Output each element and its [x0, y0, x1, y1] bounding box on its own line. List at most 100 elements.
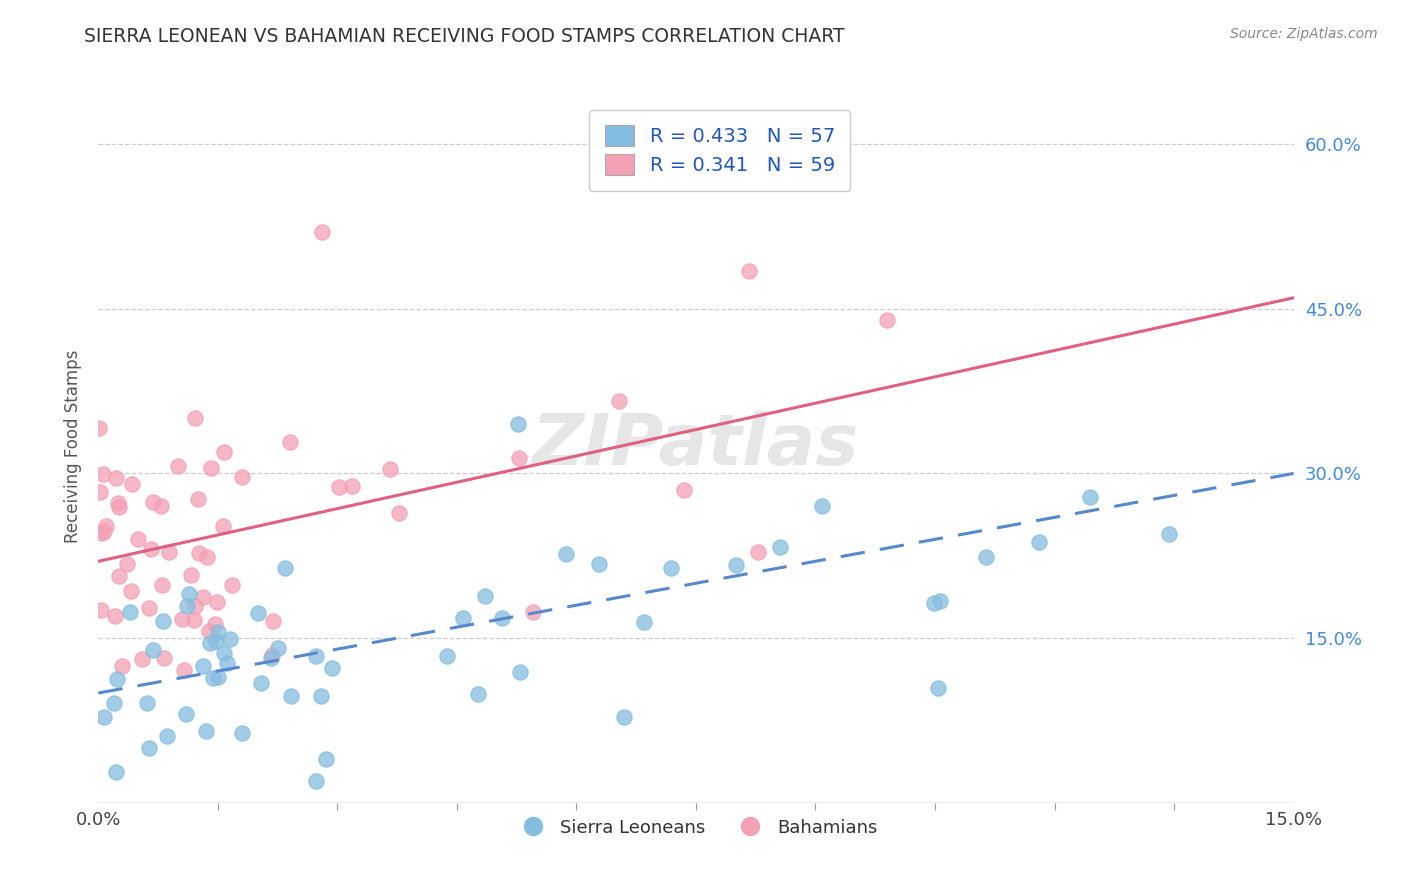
- Point: [260, 648, 283, 663]
- Point: [207, 624, 229, 639]
- Point: [204, 633, 226, 648]
- Point: [278, 434, 301, 449]
- Point: [131, 651, 153, 665]
- Point: [247, 606, 270, 620]
- Point: [769, 540, 792, 554]
- Point: [205, 595, 228, 609]
- Point: [94, 518, 117, 533]
- Point: [120, 583, 142, 598]
- Point: [198, 624, 221, 639]
- Point: [927, 681, 949, 695]
- Point: [474, 589, 496, 603]
- Point: [267, 641, 290, 656]
- Point: [509, 665, 531, 679]
- Point: [340, 479, 363, 493]
- Point: [150, 499, 173, 513]
- Point: [467, 687, 489, 701]
- Point: [150, 578, 173, 592]
- Point: [138, 601, 160, 615]
- Point: [388, 507, 411, 521]
- Point: [93, 524, 115, 538]
- Point: [451, 611, 474, 625]
- Point: [183, 613, 205, 627]
- Point: [274, 561, 297, 575]
- Y-axis label: Receiving Food Stamps: Receiving Food Stamps: [65, 350, 83, 542]
- Point: [136, 696, 159, 710]
- Point: [315, 752, 337, 766]
- Legend: Sierra Leoneans, Bahamians: Sierra Leoneans, Bahamians: [508, 812, 884, 844]
- Point: [103, 609, 125, 624]
- Point: [93, 710, 115, 724]
- Point: [173, 663, 195, 677]
- Point: [974, 549, 997, 564]
- Point: [105, 672, 128, 686]
- Point: [138, 741, 160, 756]
- Point: [262, 614, 284, 628]
- Point: [249, 676, 271, 690]
- Point: [380, 462, 402, 476]
- Point: [659, 561, 682, 575]
- Point: [156, 730, 179, 744]
- Point: [321, 661, 343, 675]
- Point: [91, 526, 114, 541]
- Point: [672, 483, 695, 497]
- Point: [188, 546, 211, 560]
- Point: [305, 649, 328, 664]
- Point: [212, 445, 235, 459]
- Point: [633, 615, 655, 630]
- Text: ZIPatlas: ZIPatlas: [533, 411, 859, 481]
- Point: [211, 518, 233, 533]
- Point: [305, 773, 328, 788]
- Point: [725, 558, 748, 573]
- Point: [217, 656, 239, 670]
- Point: [142, 494, 165, 508]
- Point: [90, 603, 112, 617]
- Point: [111, 658, 134, 673]
- Point: [121, 476, 143, 491]
- Point: [1028, 534, 1050, 549]
- Point: [105, 471, 128, 485]
- Point: [876, 313, 898, 327]
- Point: [89, 485, 111, 500]
- Point: [103, 696, 125, 710]
- Point: [218, 632, 240, 646]
- Point: [311, 225, 333, 239]
- Point: [747, 545, 769, 559]
- Point: [613, 710, 636, 724]
- Point: [328, 480, 350, 494]
- Point: [117, 558, 139, 572]
- Point: [508, 450, 530, 465]
- Point: [588, 557, 610, 571]
- Point: [184, 599, 207, 614]
- Point: [187, 492, 209, 507]
- Point: [221, 578, 243, 592]
- Point: [179, 587, 201, 601]
- Point: [91, 467, 114, 482]
- Point: [207, 669, 229, 683]
- Point: [811, 500, 834, 514]
- Point: [174, 706, 197, 721]
- Point: [176, 599, 198, 614]
- Point: [738, 263, 761, 277]
- Point: [200, 461, 222, 475]
- Point: [193, 590, 215, 604]
- Point: [231, 470, 253, 484]
- Point: [554, 547, 576, 561]
- Point: [195, 723, 218, 738]
- Point: [120, 605, 142, 619]
- Point: [107, 500, 129, 514]
- Point: [231, 725, 253, 739]
- Point: [141, 541, 163, 556]
- Point: [184, 410, 207, 425]
- Point: [142, 642, 165, 657]
- Point: [89, 421, 111, 435]
- Point: [260, 651, 283, 665]
- Point: [107, 569, 129, 583]
- Point: [280, 690, 302, 704]
- Point: [436, 648, 458, 663]
- Point: [928, 593, 950, 607]
- Point: [170, 612, 193, 626]
- Point: [309, 689, 332, 703]
- Point: [607, 394, 630, 409]
- Point: [522, 605, 544, 619]
